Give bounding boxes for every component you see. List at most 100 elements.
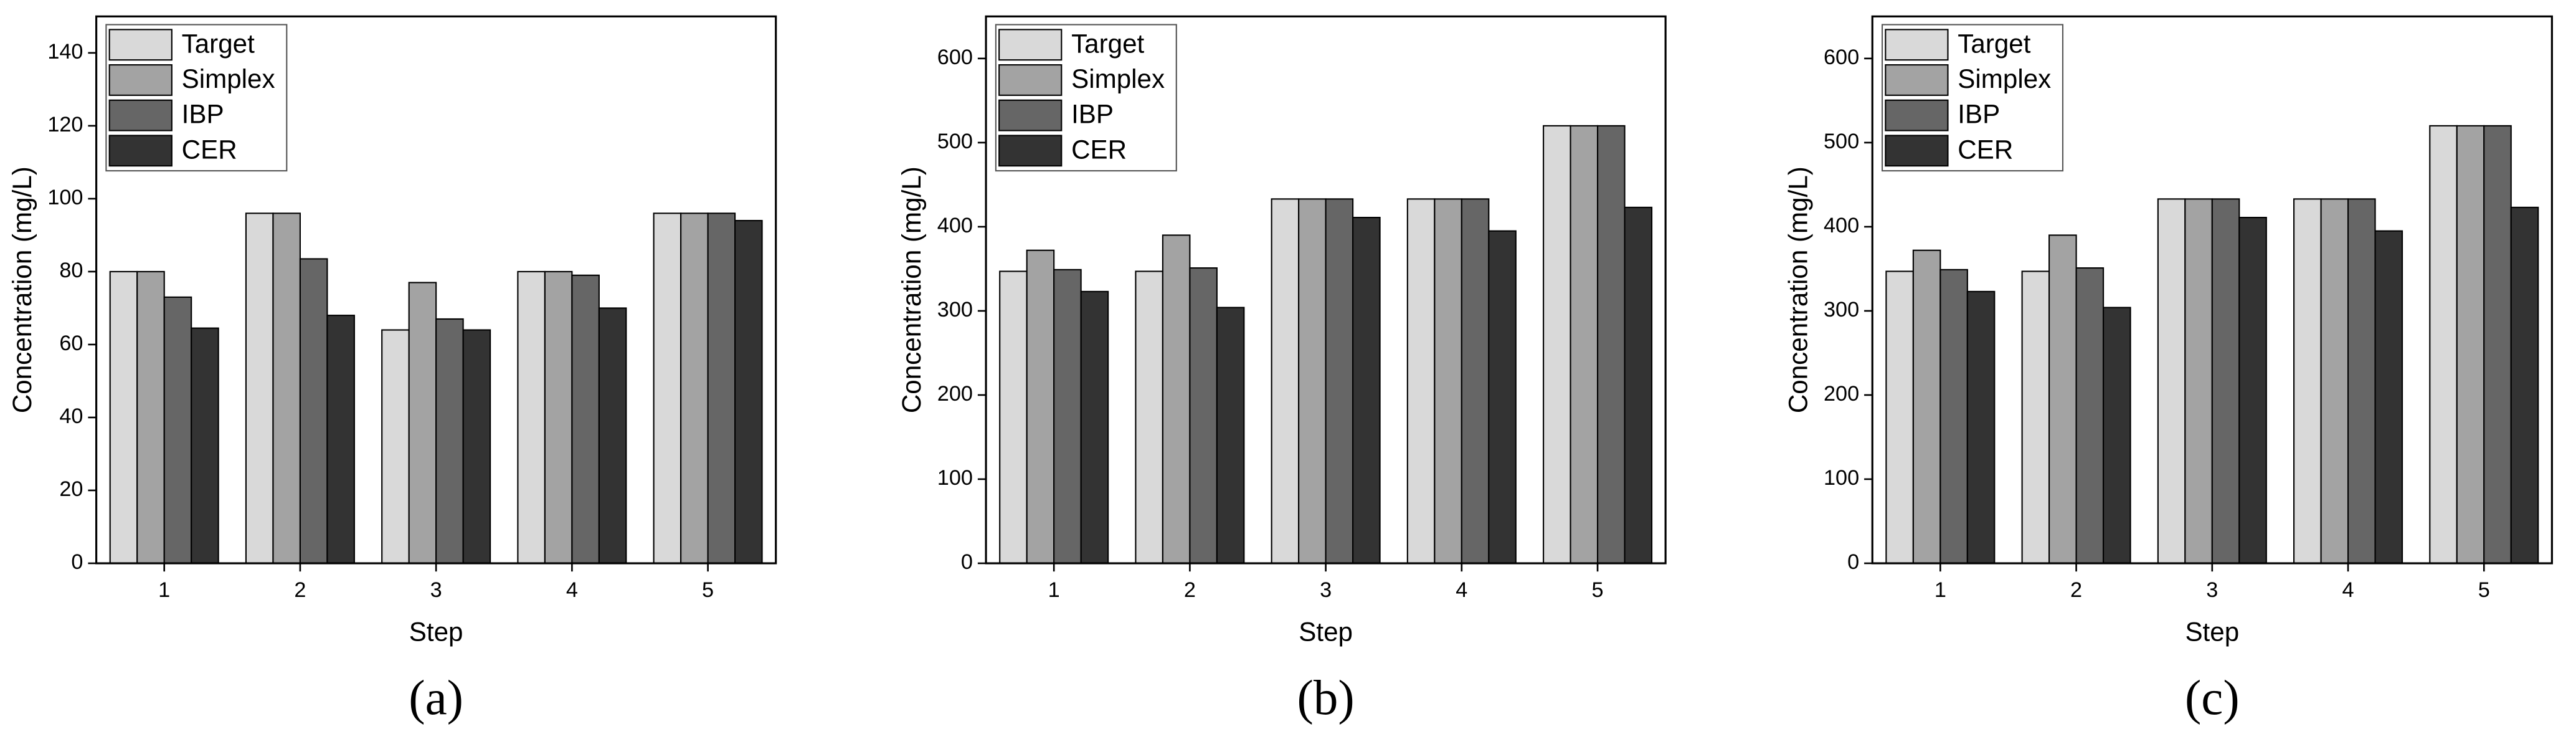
- y-tick-label: 400: [1824, 214, 1859, 237]
- legend-label: Target: [1071, 29, 1144, 58]
- bar: [1488, 230, 1517, 565]
- y-axis-label: Concentration (mg/L): [7, 166, 37, 413]
- bar: [2483, 125, 2512, 565]
- y-tick-label: 500: [1824, 130, 1859, 153]
- caption: (b): [1297, 671, 1355, 725]
- y-tick-label: 140: [47, 40, 83, 64]
- legend-swatch: [108, 29, 173, 61]
- x-tick-label: 3: [430, 578, 442, 602]
- legend-swatch: [1885, 64, 1949, 96]
- legend-swatch: [108, 135, 173, 167]
- bar: [680, 212, 709, 565]
- bar: [2021, 270, 2050, 565]
- bar: [2374, 230, 2403, 565]
- caption: (c): [2185, 671, 2240, 725]
- y-tick-label: 600: [937, 45, 973, 69]
- legend-label: Target: [1958, 29, 2030, 58]
- legend-swatch: [998, 99, 1063, 131]
- legend-swatch: [108, 64, 173, 96]
- legend-label: CER: [1958, 135, 2013, 164]
- bar: [299, 258, 328, 565]
- bar: [734, 219, 763, 565]
- bar: [2510, 206, 2539, 565]
- y-tick-label: 40: [59, 404, 83, 428]
- bar: [707, 212, 736, 565]
- bar: [544, 270, 573, 565]
- y-tick-label: 0: [71, 550, 83, 574]
- legend-swatch: [1885, 29, 1949, 61]
- legend-label: IBP: [1071, 100, 1114, 129]
- y-tick-label: 100: [47, 186, 83, 209]
- y-axis-label: Concentration (mg/L): [897, 166, 926, 413]
- x-tick-label: 4: [2342, 578, 2354, 602]
- bar: [109, 270, 138, 565]
- legend-swatch: [998, 64, 1063, 96]
- legend-label: CER: [1071, 135, 1127, 164]
- bar: [462, 329, 491, 565]
- bar: [2103, 307, 2131, 565]
- x-axis-label: Step: [409, 617, 463, 646]
- bar: [1966, 290, 1996, 565]
- bar: [1298, 198, 1327, 565]
- y-tick-label: 100: [937, 466, 973, 490]
- bar: [2293, 198, 2322, 565]
- bar: [1912, 249, 1941, 565]
- legend-label: Simplex: [182, 64, 275, 93]
- bar: [571, 274, 600, 565]
- x-tick-label: 3: [2206, 578, 2218, 602]
- bar: [598, 307, 627, 565]
- y-tick-label: 0: [1847, 550, 1859, 574]
- legend-swatch: [1885, 135, 1949, 167]
- y-axis-label: Concentration (mg/L): [1783, 166, 1812, 413]
- bar: [1570, 125, 1599, 565]
- bar: [1406, 198, 1436, 565]
- bar: [653, 212, 682, 565]
- bar: [1026, 249, 1055, 565]
- y-tick-label: 60: [59, 331, 83, 355]
- x-tick-label: 5: [2478, 578, 2490, 602]
- legend-label: IBP: [1958, 100, 2000, 129]
- bar: [2238, 217, 2267, 565]
- legend-swatch: [1885, 99, 1949, 131]
- y-tick-label: 0: [961, 550, 973, 574]
- legend-swatch: [108, 99, 173, 131]
- bar: [1434, 198, 1462, 565]
- x-tick-label: 1: [1934, 578, 1946, 602]
- bar: [1053, 269, 1082, 565]
- bar: [2456, 125, 2485, 565]
- bar: [245, 212, 274, 565]
- bar: [1162, 234, 1191, 565]
- bar: [1543, 125, 1571, 565]
- bar: [999, 270, 1028, 565]
- bar: [191, 327, 219, 565]
- x-tick-label: 2: [294, 578, 306, 602]
- bar: [2075, 267, 2105, 565]
- bar: [2157, 198, 2186, 565]
- y-tick-label: 120: [47, 113, 83, 136]
- bar: [2048, 234, 2077, 565]
- legend-label: Target: [182, 29, 255, 58]
- bar: [408, 282, 437, 565]
- x-tick-label: 4: [1456, 578, 1467, 602]
- y-tick-label: 300: [937, 298, 973, 322]
- legend-label: Simplex: [1071, 64, 1165, 93]
- bar: [1461, 198, 1490, 565]
- x-tick-label: 3: [1320, 578, 1332, 602]
- legend-swatch: [998, 29, 1063, 61]
- bar: [1189, 267, 1218, 565]
- bar: [1080, 290, 1109, 565]
- bar: [1624, 206, 1653, 565]
- bar: [435, 318, 464, 565]
- bar: [326, 315, 355, 565]
- y-tick-label: 100: [1824, 466, 1859, 490]
- bar: [2320, 198, 2349, 565]
- y-tick-label: 500: [937, 130, 973, 153]
- bar: [1325, 198, 1354, 565]
- legend-label: Simplex: [1958, 64, 2051, 93]
- x-tick-label: 2: [2070, 578, 2082, 602]
- x-tick-label: 5: [702, 578, 714, 602]
- bar: [2429, 125, 2458, 565]
- x-tick-label: 2: [1184, 578, 1196, 602]
